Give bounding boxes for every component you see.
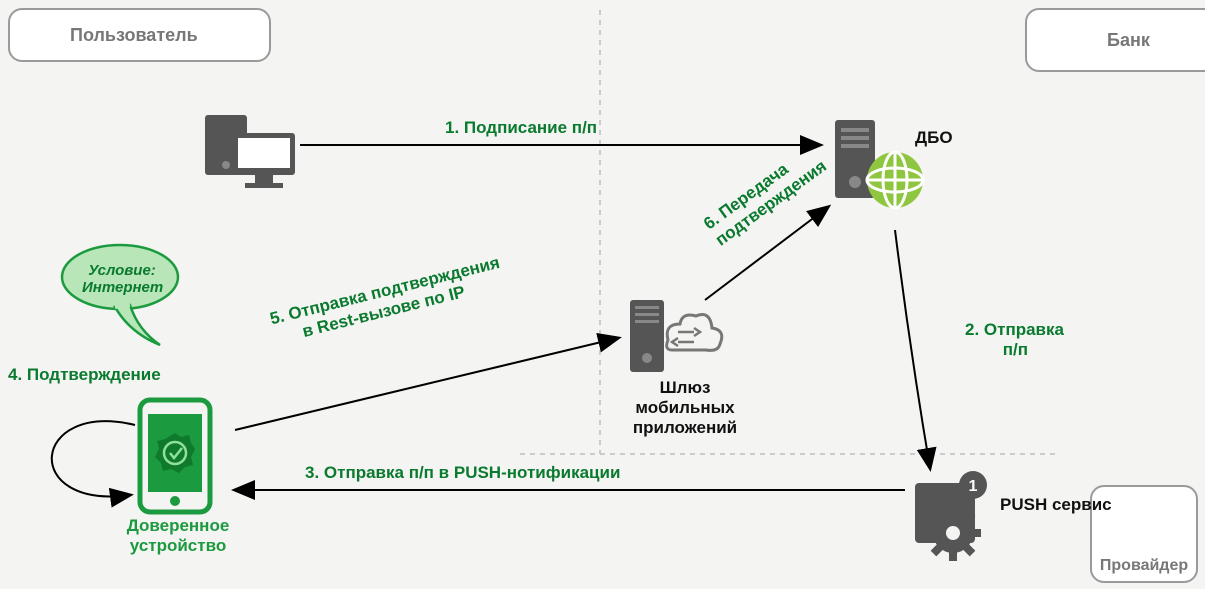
actor-user-label: Пользователь (70, 25, 198, 46)
dbo-label: ДБО (915, 128, 953, 148)
actor-provider-label: Провайдер (1100, 557, 1188, 575)
svg-text:1: 1 (969, 478, 978, 495)
gateway-label: Шлюз мобильных приложений (610, 378, 760, 438)
gateway-icon (630, 300, 722, 372)
arrow-2 (895, 230, 930, 468)
push-service-icon: 1 (915, 471, 987, 561)
step-1: 1. Подписание п/п (445, 118, 597, 138)
dbo-icon (835, 120, 923, 208)
actor-bank-label: Банк (1107, 30, 1150, 51)
step-4: 4. Подтверждение (8, 365, 161, 385)
actor-bank: Банк (1025, 8, 1205, 72)
phone-label: Доверенное устройство (123, 516, 233, 556)
push-label: PUSH сервис (1000, 495, 1112, 515)
arrow-4-loop (52, 421, 135, 496)
computer-icon (205, 115, 295, 188)
actor-user: Пользователь (8, 8, 271, 62)
step-3: 3. Отправка п/п в PUSH-нотификации (305, 463, 620, 483)
arrow-5 (235, 338, 618, 430)
bubble-text: Условие: Интернет (82, 262, 162, 296)
phone-icon (140, 400, 210, 512)
step-2: 2. Отправка п/п (965, 320, 1064, 360)
